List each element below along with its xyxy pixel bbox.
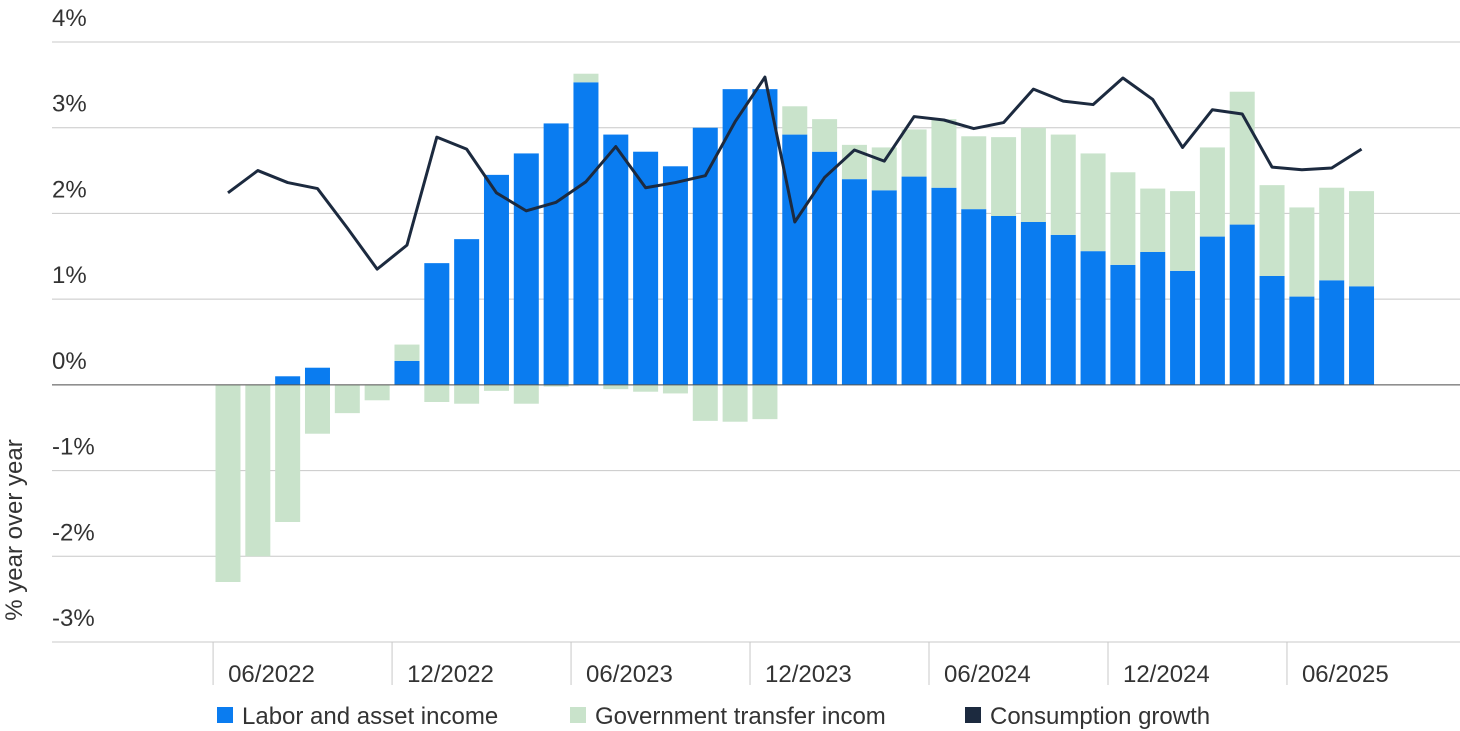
bar: [424, 384, 450, 402]
bar: [454, 239, 480, 385]
bar: [424, 263, 450, 385]
legend-label: Government transfer incom: [595, 703, 886, 730]
bar: [454, 384, 480, 404]
bar: [1080, 153, 1106, 252]
bar: [752, 384, 778, 420]
bar: [722, 89, 748, 385]
bar: [1140, 188, 1166, 252]
bar: [961, 136, 987, 210]
bar: [1349, 191, 1375, 287]
bar: [1289, 296, 1315, 385]
x-tick-label: 12/2022: [407, 661, 494, 688]
x-tick-label: 06/2024: [944, 661, 1031, 688]
bar: [364, 384, 390, 401]
bar: [1170, 270, 1196, 385]
bar: [931, 119, 957, 188]
bar: [603, 134, 629, 385]
bar: [513, 384, 539, 404]
line: [227, 75, 1363, 271]
bar: [991, 216, 1017, 385]
bar: [275, 376, 301, 385]
bar: [1020, 222, 1046, 385]
y-tick-label: 4%: [52, 5, 87, 32]
bar: [573, 73, 599, 83]
bar: [662, 166, 688, 385]
bar: [692, 384, 718, 421]
bar: [633, 151, 659, 385]
bar: [662, 384, 688, 394]
bar: [961, 209, 987, 385]
bar: [245, 384, 271, 557]
y-tick-label: 0%: [52, 348, 87, 375]
bar: [812, 151, 838, 385]
y-axis-label: % year over year: [1, 439, 28, 620]
bar: [871, 190, 897, 385]
bar: [603, 384, 629, 390]
bar: [1349, 286, 1375, 385]
x-tick-label: 06/2025: [1302, 661, 1389, 688]
bar: [334, 384, 360, 414]
bar: [275, 384, 301, 522]
bar: [782, 106, 808, 135]
bar: [752, 89, 778, 385]
y-tick-label: -2%: [52, 519, 95, 546]
bar: [1050, 134, 1076, 235]
x-tick-label: 12/2024: [1123, 661, 1210, 688]
y-tick-label: 3%: [52, 91, 87, 118]
bar: [1229, 224, 1255, 385]
bar: [1110, 264, 1136, 385]
legend-swatch: [965, 707, 981, 723]
legend-swatch: [217, 707, 233, 723]
bar: [513, 153, 539, 385]
bar: [991, 137, 1017, 216]
legend-label: Consumption growth: [990, 703, 1210, 730]
bar: [692, 127, 718, 385]
bar: [841, 179, 867, 385]
bar: [1289, 207, 1315, 297]
x-tick-label: 12/2023: [765, 661, 852, 688]
bar: [483, 174, 509, 385]
bar: [483, 384, 509, 391]
bar: [1050, 234, 1076, 385]
bar: [1140, 252, 1166, 385]
bar: [394, 344, 420, 361]
bar: [1319, 187, 1345, 281]
bar: [543, 123, 569, 385]
bar: [901, 176, 927, 385]
bar: [1319, 280, 1345, 385]
bar: [1259, 185, 1285, 276]
y-tick-label: -1%: [52, 434, 95, 461]
bar: [633, 384, 659, 392]
bar: [931, 187, 957, 385]
bar: [543, 384, 569, 387]
bar: [812, 119, 838, 152]
x-tick-label: 06/2022: [228, 661, 315, 688]
bar: [901, 129, 927, 177]
legend-swatch: [570, 707, 586, 723]
y-tick-label: 2%: [52, 176, 87, 203]
y-tick-label: 1%: [52, 262, 87, 289]
bar: [722, 384, 748, 422]
bar: [1259, 276, 1285, 385]
bar: [1110, 172, 1136, 265]
bar: [215, 384, 241, 582]
bar: [1080, 251, 1106, 385]
bar: [394, 360, 420, 385]
bar: [304, 367, 330, 385]
bar: [1199, 236, 1225, 385]
y-tick-label: -3%: [52, 605, 95, 632]
legend-label: Labor and asset income: [242, 703, 498, 730]
x-tick-label: 06/2023: [586, 661, 673, 688]
bar: [573, 82, 599, 385]
bar: [871, 147, 897, 191]
bar: [1020, 127, 1046, 222]
bar: [1170, 191, 1196, 271]
bar: [1199, 147, 1225, 237]
bar: [304, 384, 330, 434]
